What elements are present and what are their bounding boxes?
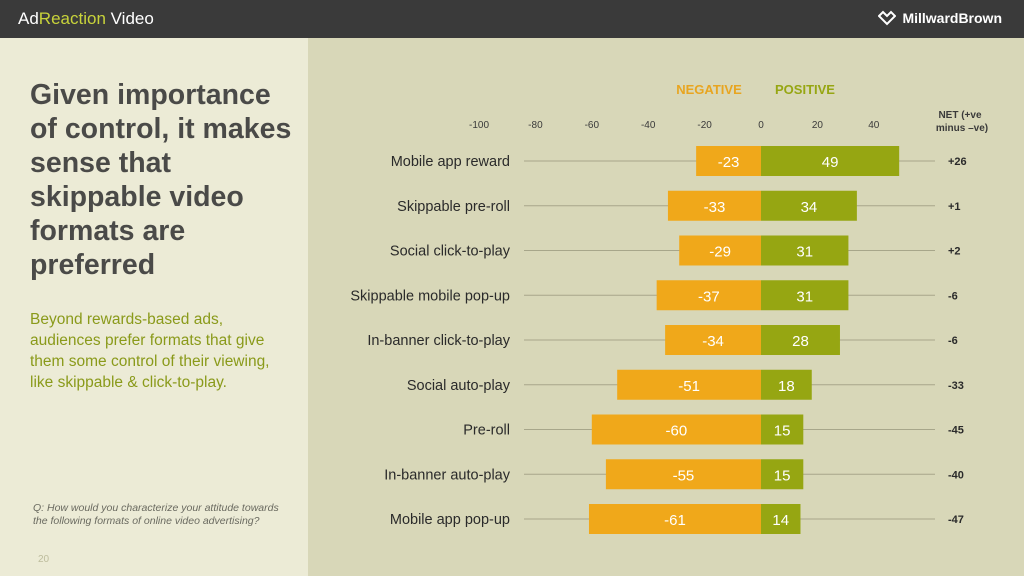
positive-value-label: 34 <box>801 199 818 216</box>
negative-value-label: -61 <box>664 512 686 529</box>
negative-bar <box>656 280 761 311</box>
category-label: Mobile app reward <box>391 154 510 170</box>
negative-value-label: -55 <box>673 467 695 484</box>
net-value-label: -33 <box>948 380 964 392</box>
brand-logo: MillwardBrown <box>878 10 1002 26</box>
category-label: In-banner auto-play <box>384 467 510 483</box>
top-bar: AdReaction Video MillwardBrown <box>0 0 1024 38</box>
x-tick-label: -40 <box>641 120 656 131</box>
title-part-reaction: Reaction <box>38 9 106 28</box>
negative-bar <box>667 190 761 221</box>
left-panel <box>0 38 308 576</box>
headline: Given importance of control, it makes se… <box>30 79 292 281</box>
net-value-label: +26 <box>948 156 967 168</box>
negative-bar <box>588 504 761 534</box>
negative-bar <box>665 325 761 355</box>
app-title: AdReaction Video <box>18 9 154 29</box>
negative-bar <box>617 369 761 400</box>
legend-positive: POSITIVE <box>775 82 835 97</box>
negative-value-label: -60 <box>666 423 688 440</box>
survey-question: Q: How would you characterize your attit… <box>33 502 279 527</box>
positive-value-label: 49 <box>822 154 839 171</box>
positive-value-label: 31 <box>796 288 813 305</box>
net-header-line1: NET (+ve <box>938 110 982 121</box>
net-value-label: -47 <box>948 514 964 526</box>
net-value-label: +1 <box>948 201 961 213</box>
positive-bar <box>761 235 849 266</box>
category-label: Social auto-play <box>407 378 511 394</box>
negative-bar <box>605 459 761 490</box>
positive-bar <box>761 280 849 311</box>
negative-value-label: -33 <box>704 199 726 216</box>
positive-bar <box>761 190 857 221</box>
category-label: Social click-to-play <box>390 244 511 260</box>
negative-bar <box>679 235 761 266</box>
positive-bar <box>761 459 804 490</box>
positive-value-label: 31 <box>796 244 813 261</box>
positive-bar <box>761 146 900 176</box>
negative-value-label: -37 <box>698 288 720 305</box>
subtext: Beyond rewards-based ads, audiences pref… <box>30 311 270 391</box>
positive-bar <box>761 504 801 534</box>
negative-value-label: -51 <box>678 378 700 395</box>
legend-negative: NEGATIVE <box>676 82 742 97</box>
positive-bar <box>761 325 840 355</box>
positive-value-label: 18 <box>778 378 795 395</box>
negative-value-label: -29 <box>709 244 731 261</box>
category-label: Mobile app pop-up <box>390 512 510 528</box>
positive-bar <box>761 414 804 445</box>
negative-value-label: -23 <box>718 154 740 171</box>
x-tick-label: -100 <box>469 120 489 131</box>
x-tick-label: 40 <box>868 120 880 131</box>
net-value-label: -6 <box>948 335 958 347</box>
category-label: Pre-roll <box>463 423 510 439</box>
net-header-line2: minus –ve) <box>936 123 988 134</box>
negative-bar <box>591 414 761 445</box>
brand-name: MillwardBrown <box>902 10 1002 26</box>
x-tick-label: 0 <box>758 120 764 131</box>
positive-bar <box>761 369 812 400</box>
page-number: 20 <box>38 554 50 565</box>
title-part-video: Video <box>105 9 154 28</box>
positive-value-label: 14 <box>772 512 789 529</box>
positive-value-label: 28 <box>792 333 809 350</box>
negative-bar <box>696 146 761 176</box>
net-value-label: -6 <box>948 290 958 302</box>
x-tick-label: -80 <box>528 120 543 131</box>
net-value-label: -45 <box>948 425 964 437</box>
negative-value-label: -34 <box>702 333 724 350</box>
x-tick-label: -60 <box>585 120 600 131</box>
title-part-ad: Ad <box>18 9 39 28</box>
category-label: In-banner click-to-play <box>367 333 510 349</box>
net-value-label: -40 <box>948 469 964 481</box>
x-tick-label: 20 <box>812 120 824 131</box>
category-label: Skippable mobile pop-up <box>350 288 510 304</box>
positive-value-label: 15 <box>774 467 791 484</box>
millwardbrown-logo-icon <box>878 10 897 26</box>
positive-value-label: 15 <box>774 423 791 440</box>
category-label: Skippable pre-roll <box>397 199 510 215</box>
net-value-label: +2 <box>948 246 961 258</box>
x-tick-label: -20 <box>697 120 712 131</box>
